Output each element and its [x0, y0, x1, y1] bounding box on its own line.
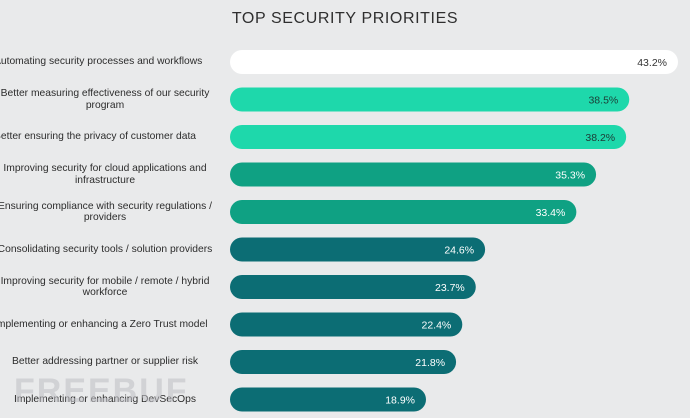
bar-value-label-1: 43.2%	[637, 57, 667, 69]
category-label-9: Better addressing partner or supplier ri…	[11, 356, 198, 368]
category-label-6: Consolidating security tools / solution …	[0, 243, 213, 255]
category-label-5: Ensuring compliance with security regula…	[0, 200, 213, 224]
bar-8	[230, 312, 463, 337]
category-label-10: Implementing or enhancing DevSecOps	[13, 393, 196, 405]
category-label-3: Better ensuring the privacy of customer …	[0, 131, 197, 143]
category-label-8: Implementing or enhancing a Zero Trust m…	[0, 318, 208, 330]
bar-2	[230, 87, 630, 112]
bar-value-label-8: 22.4%	[422, 319, 452, 331]
category-label-4: Improving security for cloud application…	[3, 163, 207, 186]
bar-10	[230, 387, 426, 412]
bar-value-label-2: 38.5%	[588, 94, 618, 106]
bar-6	[230, 237, 486, 262]
bar-value-label-9: 21.8%	[415, 357, 445, 369]
category-label-1: Automating security processes and workfl…	[0, 56, 203, 68]
bar-5	[230, 200, 577, 224]
category-label-7: Improving security for mobile / remote /…	[0, 275, 210, 299]
bar-value-label-7: 23.7%	[435, 282, 465, 294]
bar-3	[230, 125, 627, 149]
bar-7	[230, 275, 476, 299]
chart-title: TOP SECURITY PRIORITIES	[231, 10, 459, 27]
bar-4	[230, 162, 597, 187]
bar-value-label-10: 18.9%	[385, 394, 415, 406]
bar-value-label-4: 35.3%	[555, 169, 585, 181]
category-label-2: Better measuring effectiveness of our se…	[0, 88, 210, 111]
bar-value-label-6: 24.6%	[444, 244, 474, 256]
watermark: FREEBUF	[14, 372, 189, 410]
bar-value-label-3: 38.2%	[585, 132, 615, 144]
bar-1	[230, 50, 678, 74]
bar-9	[230, 350, 457, 374]
bar-value-label-5: 33.4%	[536, 207, 566, 219]
